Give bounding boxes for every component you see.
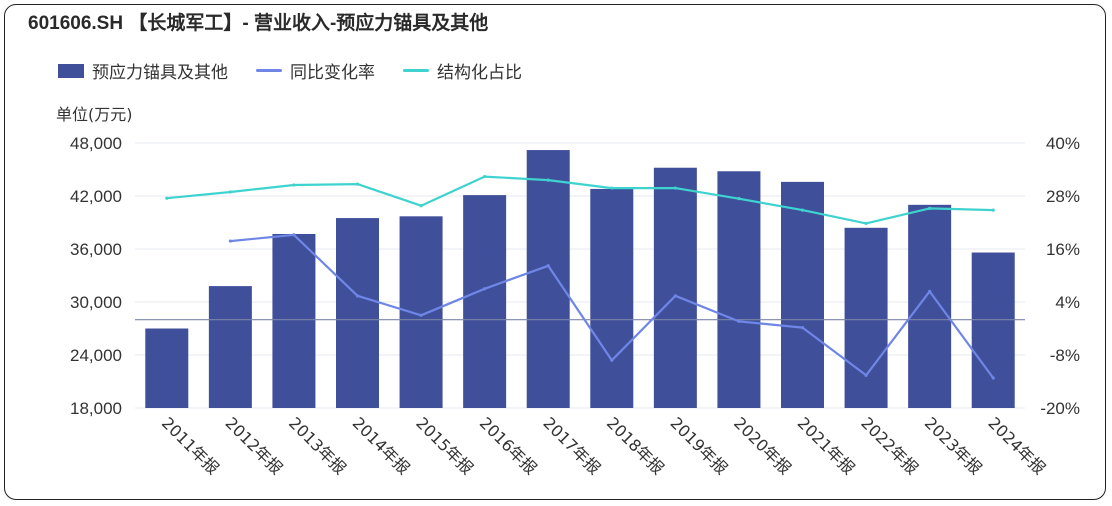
y-right-tick-label: -8%: [1050, 346, 1080, 365]
x-tick-label: 2016年报: [476, 413, 541, 478]
bar-series: [145, 150, 1015, 409]
x-axis: 2011年报2012年报2013年报2014年报2015年报2016年报2017…: [158, 413, 1049, 478]
series-point: [228, 239, 232, 243]
x-tick-label: 2011年报: [158, 413, 223, 478]
x-tick-label: 2021年报: [794, 413, 859, 478]
bar-2011年报[interactable]: [145, 328, 189, 409]
y-left-tick-label: 42,000: [70, 187, 122, 206]
series-point: [610, 186, 614, 190]
legend-item-share[interactable]: 结构化占比: [403, 58, 522, 83]
bar-2019年报[interactable]: [653, 167, 697, 408]
legend-swatch-bar: [58, 63, 84, 78]
series-point: [546, 264, 550, 268]
bar-2012年报[interactable]: [208, 286, 252, 408]
series-point: [864, 373, 868, 377]
x-tick-label: 2015年报: [412, 413, 477, 478]
bar-2022年报[interactable]: [844, 227, 888, 408]
series-point: [546, 178, 550, 182]
series-point: [864, 221, 868, 225]
bar-2015年报[interactable]: [399, 216, 443, 408]
y-left-unit-label: 单位(万元): [56, 105, 133, 124]
series-point: [419, 313, 423, 317]
series-point: [673, 186, 677, 190]
series-line-share[interactable]: [166, 175, 994, 225]
y-right-tick-label: 16%: [1046, 240, 1080, 259]
y-right-axis: 40% 28% 16% 4% -8% -20%: [1040, 134, 1080, 418]
x-tick-label: 2013年报: [285, 413, 350, 478]
series-point: [928, 289, 932, 293]
x-tick-label: 2012年报: [222, 413, 287, 478]
y-right-tick-label: 40%: [1046, 134, 1080, 153]
series-point: [737, 197, 741, 201]
bar-2020年报[interactable]: [717, 171, 761, 408]
grid-lines: [135, 142, 1025, 409]
series-point: [165, 196, 169, 200]
series-point: [292, 183, 296, 187]
legend-label-bar: 预应力锚具及其他: [92, 63, 228, 83]
series-point: [355, 182, 360, 186]
series-point: [610, 358, 614, 362]
y-left-tick-label: 24,000: [70, 346, 122, 365]
y-right-tick-label: -20%: [1040, 399, 1080, 418]
series-point: [419, 204, 423, 208]
chart-title: 601606.SH 【长城军工】- 营业收入-预应力锚具及其他: [28, 13, 489, 34]
series-point: [928, 206, 932, 210]
x-tick-label: 2020年报: [730, 413, 795, 478]
x-tick-label: 2018年报: [603, 413, 668, 478]
y-right-tick-label: 28%: [1046, 187, 1080, 206]
series-point: [673, 294, 677, 298]
x-tick-label: 2019年报: [667, 413, 732, 478]
x-tick-label: 2017年报: [539, 413, 604, 478]
legend-label-share: 结构化占比: [437, 63, 522, 83]
series-point: [800, 326, 805, 330]
y-right-tick-label: 4%: [1055, 293, 1080, 312]
legend-label-yoy: 同比变化率: [290, 63, 375, 83]
line-series: [165, 174, 995, 380]
x-tick-label: 2022年报: [857, 413, 922, 478]
series-point: [991, 208, 995, 212]
y-left-axis: 48,000 42,000 36,000 30,000 24,000 18,000: [70, 134, 122, 418]
series-point: [228, 190, 232, 194]
series-point: [483, 174, 487, 179]
bar-2018年报[interactable]: [590, 188, 634, 408]
bar-2017年报[interactable]: [526, 150, 570, 409]
series-point: [292, 233, 296, 237]
x-tick-label: 2023年报: [921, 413, 986, 478]
series-point: [737, 319, 741, 324]
bar-2023年报[interactable]: [908, 204, 952, 408]
bar-2013年报[interactable]: [272, 233, 316, 408]
y-left-tick-label: 36,000: [70, 240, 122, 259]
y-left-tick-label: 18,000: [70, 399, 122, 418]
series-point: [355, 294, 360, 298]
x-tick-label: 2014年报: [349, 413, 414, 478]
series-point: [991, 376, 995, 380]
bar-2014年报[interactable]: [336, 218, 379, 408]
legend-item-yoy[interactable]: 同比变化率: [256, 58, 375, 83]
y-left-tick-label: 30,000: [70, 293, 122, 312]
chart-legend: 预应力锚具及其他 同比变化率 结构化占比: [58, 58, 550, 83]
series-point: [483, 287, 487, 291]
bar-2024年报[interactable]: [971, 252, 1015, 408]
y-left-tick-label: 48,000: [70, 134, 122, 153]
bar-2016年报[interactable]: [463, 195, 507, 408]
x-tick-label: 2024年报: [984, 413, 1049, 478]
legend-item-bar[interactable]: 预应力锚具及其他: [58, 58, 228, 83]
series-point: [800, 208, 805, 212]
legend-swatch-share: [403, 69, 429, 72]
bar-2021年报[interactable]: [781, 181, 824, 408]
legend-swatch-yoy: [256, 69, 282, 72]
